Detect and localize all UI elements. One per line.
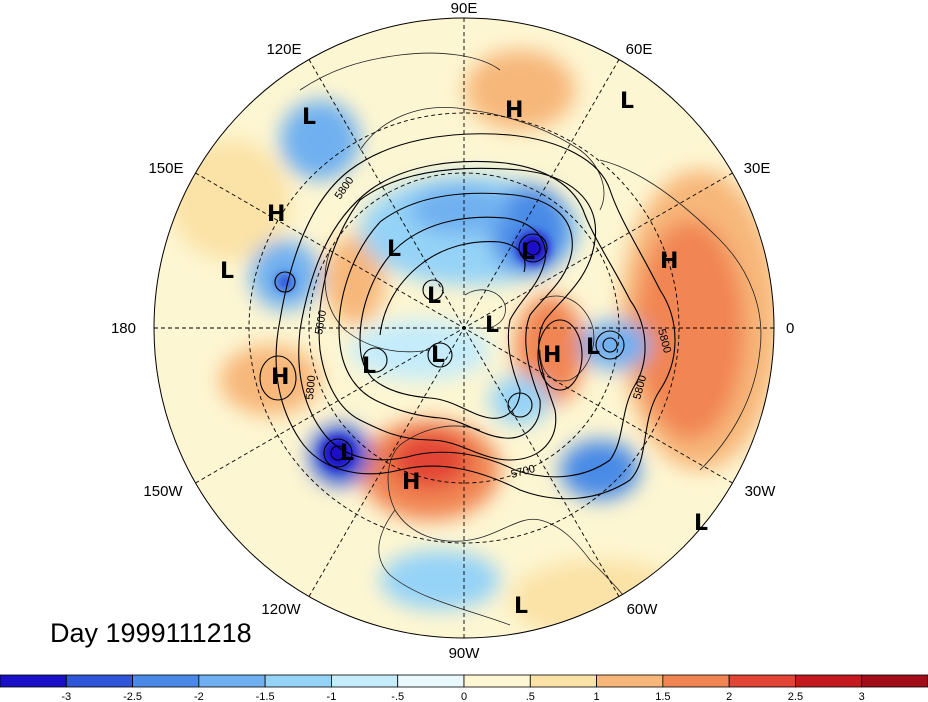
colorbar: -3 -2.5 -2 -1.5 -1 -.5 0 .5 1 1.5 2 2.5 3 bbox=[0, 674, 928, 702]
colorbar-box bbox=[861, 674, 928, 688]
polar-stereographic-map: 5800 5600 5800 5700 5800 5800 L H L H L … bbox=[111, 0, 794, 662]
colorbar-box bbox=[463, 674, 531, 688]
pressure-center: H bbox=[505, 98, 523, 123]
longitude-labels: 90E 90W 180 0 120E 150E 60E 30E 150W 120… bbox=[111, 0, 794, 662]
colorbar-tick-label: 2 bbox=[726, 691, 732, 702]
lon-label-150e: 150E bbox=[148, 160, 183, 177]
pressure-center: L bbox=[427, 284, 441, 309]
lon-label-150w: 150W bbox=[143, 483, 183, 500]
lon-label-30e: 30E bbox=[744, 160, 771, 177]
colorbar-box bbox=[662, 674, 730, 688]
colorbar-box bbox=[198, 674, 266, 688]
pressure-center: L bbox=[220, 259, 234, 284]
colorbar-tick-label: -2.5 bbox=[123, 691, 142, 702]
colorbar-tick-label: 1.5 bbox=[655, 691, 670, 702]
pressure-center: L bbox=[387, 237, 401, 262]
pressure-center: L bbox=[362, 354, 376, 379]
pressure-center: L bbox=[431, 343, 445, 368]
colorbar-box bbox=[596, 674, 664, 688]
lon-label-180: 180 bbox=[111, 320, 136, 337]
coastlines bbox=[299, 52, 762, 626]
height-contours bbox=[259, 133, 676, 500]
lon-label-30w: 30W bbox=[745, 483, 777, 500]
pressure-center: L bbox=[302, 105, 316, 130]
colorbar-tick-label: -1 bbox=[327, 691, 337, 702]
colorbar-box bbox=[331, 674, 399, 688]
colorbar-box bbox=[0, 674, 67, 688]
contour-label: 5600 bbox=[313, 309, 329, 335]
pressure-center: H bbox=[543, 343, 561, 368]
pressure-center: L bbox=[620, 89, 634, 114]
pressure-center: H bbox=[267, 202, 285, 227]
lon-label-90w: 90W bbox=[449, 645, 481, 662]
pressure-center: L bbox=[485, 313, 499, 338]
colorbar-tick-labels: -3 -2.5 -2 -1.5 -1 -.5 0 .5 1 1.5 2 2.5 3 bbox=[61, 691, 864, 702]
colorbar-box bbox=[728, 674, 796, 688]
map-title: Day 1999111218 bbox=[50, 618, 252, 648]
graticule bbox=[154, 18, 774, 638]
colorbar-box bbox=[529, 674, 597, 688]
lon-label-120e: 120E bbox=[266, 41, 301, 58]
pressure-center: L bbox=[694, 511, 708, 536]
colorbar-box bbox=[264, 674, 332, 688]
colorbar-tick-label: -3 bbox=[61, 691, 71, 702]
pressure-center: L bbox=[586, 335, 600, 360]
colorbar-box bbox=[132, 674, 200, 688]
pressure-center: L bbox=[340, 441, 354, 466]
lon-label-60e: 60E bbox=[626, 41, 653, 58]
pressure-center: H bbox=[271, 365, 289, 390]
lon-label-90e: 90E bbox=[451, 0, 478, 17]
lon-label-120w: 120W bbox=[261, 601, 301, 618]
colorbar-box bbox=[397, 674, 465, 688]
colorbar-tick-label: 1 bbox=[594, 691, 600, 702]
colorbar-box bbox=[65, 674, 133, 688]
pressure-center: H bbox=[660, 249, 678, 274]
colorbar-tick-label: -1.5 bbox=[256, 691, 275, 702]
lon-label-60w: 60W bbox=[627, 601, 659, 618]
map-boundary bbox=[153, 17, 775, 639]
pressure-center: L bbox=[521, 240, 535, 265]
colorbar-tick-label: -2 bbox=[194, 691, 204, 702]
colorbar-boxes bbox=[0, 674, 928, 688]
pressure-centers: L H L H L L L H L L L L H L H L H L L bbox=[220, 89, 708, 619]
pressure-center: L bbox=[514, 594, 528, 619]
lon-label-0: 0 bbox=[786, 320, 794, 337]
colorbar-box bbox=[795, 674, 863, 688]
colorbar-tick-label: 3 bbox=[859, 691, 865, 702]
colorbar-tick-label: -.5 bbox=[391, 691, 404, 702]
colorbar-tick-label: .5 bbox=[526, 691, 535, 702]
pressure-center: H bbox=[402, 470, 420, 495]
colorbar-tick-label: 0 bbox=[461, 691, 467, 702]
contour-label: 5800 bbox=[304, 375, 318, 400]
colorbar-tick-label: 2.5 bbox=[788, 691, 803, 702]
